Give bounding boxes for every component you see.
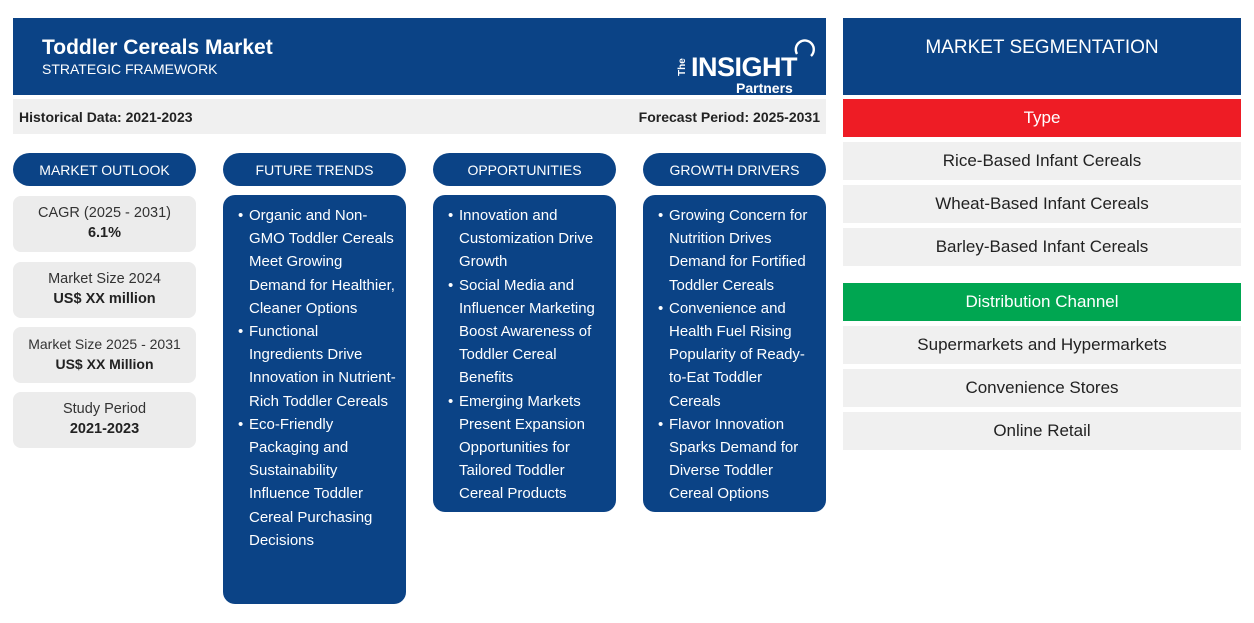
logo-insight-text: INSIGHT	[691, 52, 798, 82]
outlook-card-cagr: CAGR (2025 - 2031) 6.1%	[13, 196, 196, 252]
future-trends-list: Organic and Non-GMO Toddler Cereals Meet…	[238, 204, 396, 552]
list-item: Innovation and Customization Drive Growt…	[448, 204, 606, 274]
segment-item: Supermarkets and Hypermarkets	[843, 326, 1241, 364]
outlook-card-label: CAGR (2025 - 2031)	[38, 205, 171, 221]
page-subtitle: STRATEGIC FRAMEWORK	[42, 61, 218, 77]
page-title: Toddler Cereals Market	[42, 36, 273, 59]
insight-partners-logo: The INSIGHT Partners	[675, 34, 823, 96]
segment-category-type: Type	[843, 99, 1241, 137]
period-bar: Historical Data: 2021-2023 Forecast Peri…	[13, 99, 826, 134]
outlook-card-value: 6.1%	[87, 225, 122, 241]
growth-drivers-heading: GROWTH DRIVERS	[643, 153, 826, 186]
outlook-card-study-period: Study Period 2021-2023	[13, 392, 196, 448]
list-item: Emerging Markets Present Expansion Oppor…	[448, 390, 606, 506]
segment-category-distribution-channel: Distribution Channel	[843, 283, 1241, 321]
list-item: Growing Concern for Nutrition Drives Dem…	[658, 204, 816, 297]
outlook-card-market-size-forecast: Market Size 2025 - 2031 US$ XX Million	[13, 327, 196, 383]
future-trends-heading: FUTURE TRENDS	[223, 153, 406, 186]
opportunities-panel: Innovation and Customization Drive Growt…	[433, 195, 616, 512]
future-trends-panel: Organic and Non-GMO Toddler Cereals Meet…	[223, 195, 406, 604]
opportunities-list: Innovation and Customization Drive Growt…	[448, 204, 606, 506]
logo-the-text: The	[677, 58, 688, 76]
segment-item: Wheat-Based Infant Cereals	[843, 185, 1241, 223]
outlook-card-label: Study Period	[62, 401, 147, 417]
list-item: Eco-Friendly Packaging and Sustainabilit…	[238, 413, 396, 552]
list-item: Social Media and Influencer Marketing Bo…	[448, 274, 606, 390]
market-segmentation-heading: MARKET SEGMENTATION	[843, 18, 1241, 95]
historical-data-label: Historical Data: 2021-2023	[19, 109, 193, 125]
segment-item: Barley-Based Infant Cereals	[843, 228, 1241, 266]
segment-item: Rice-Based Infant Cereals	[843, 142, 1241, 180]
header-banner: Toddler Cereals Market STRATEGIC FRAMEWO…	[13, 18, 826, 96]
outlook-card-value: 2021-2023	[69, 421, 140, 437]
list-item: Organic and Non-GMO Toddler Cereals Meet…	[238, 204, 396, 320]
outlook-card-value: US$ XX Million	[55, 356, 154, 372]
growth-drivers-panel: Growing Concern for Nutrition Drives Dem…	[643, 195, 826, 512]
list-item: Functional Ingredients Drive Innovation …	[238, 320, 396, 413]
outlook-card-label: Market Size 2024	[48, 271, 161, 287]
opportunities-heading: OPPORTUNITIES	[433, 153, 616, 186]
logo-partners-text: Partners	[736, 80, 793, 96]
segment-item: Convenience Stores	[843, 369, 1241, 407]
logo-arc-icon	[794, 39, 815, 57]
forecast-period-label: Forecast Period: 2025-2031	[638, 109, 820, 125]
list-item: Convenience and Health Fuel Rising Popul…	[658, 297, 816, 413]
list-item: Flavor Innovation Sparks Demand for Dive…	[658, 413, 816, 506]
segment-item: Online Retail	[843, 412, 1241, 450]
outlook-card-value: US$ XX million	[53, 291, 156, 307]
market-outlook-heading: MARKET OUTLOOK	[13, 153, 196, 186]
outlook-card-label: Market Size 2025 - 2031	[28, 336, 181, 352]
growth-drivers-list: Growing Concern for Nutrition Drives Dem…	[658, 204, 816, 506]
outlook-card-market-size-2024: Market Size 2024 US$ XX million	[13, 262, 196, 318]
